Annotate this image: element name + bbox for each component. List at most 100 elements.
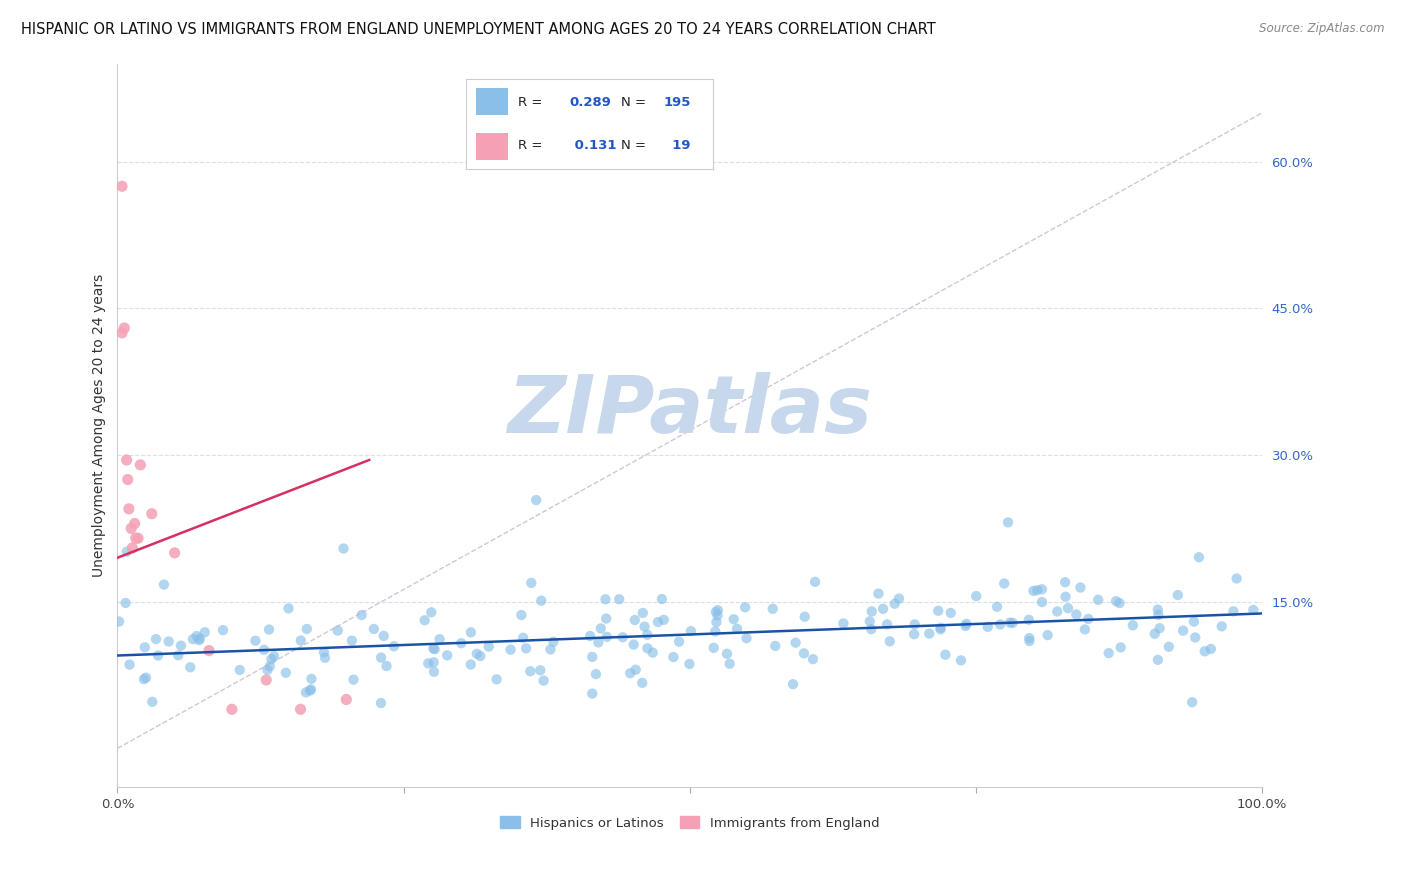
Point [422,641,444,656]
Point [181,632,204,646]
Point [1122,618,1144,632]
Point [641,646,664,660]
Point [619,666,641,681]
Point [423,665,446,679]
Point [589,622,612,636]
Point [512,631,534,645]
Point [662,650,685,665]
Point [515,641,537,656]
Point [114,596,136,610]
Point [679,624,702,639]
Point [1194,644,1216,658]
Point [1143,626,1166,640]
Point [596,630,619,644]
Point [718,657,741,671]
Point [533,673,555,688]
Point [145,632,167,646]
Point [141,695,163,709]
Point [1022,583,1045,598]
Point [631,676,654,690]
Point [1182,615,1205,629]
Point [485,673,508,687]
Point [734,600,756,615]
Point [1146,602,1168,616]
Point [111,179,134,194]
Point [631,606,654,620]
Point [277,601,299,615]
Point [723,612,745,626]
Point [290,702,312,716]
Point [420,605,443,619]
Point [904,617,927,632]
Point [1108,596,1130,610]
Point [1046,605,1069,619]
Point [1036,628,1059,642]
Point [1147,653,1170,667]
Point [782,677,804,691]
Point [1018,631,1040,645]
Point [229,663,252,677]
Point [124,516,146,531]
Point [706,608,728,623]
Point [1018,634,1040,648]
Point [257,623,280,637]
Point [860,604,883,618]
Point [335,692,357,706]
Point [529,663,551,677]
Point [108,615,131,629]
Point [413,613,436,627]
Point [716,647,738,661]
Point [1147,607,1170,622]
Point [163,546,186,560]
Point [1184,631,1206,645]
Point [141,507,163,521]
Text: HISPANIC OR LATINO VS IMMIGRANTS FROM ENGLAND UNEMPLOYMENT AMONG AGES 20 TO 24 Y: HISPANIC OR LATINO VS IMMIGRANTS FROM EN… [21,22,936,37]
Text: ZIPatlas: ZIPatlas [508,372,872,450]
Point [188,633,211,648]
Point [254,673,277,687]
Point [274,665,297,680]
Point [993,576,1015,591]
Point [295,685,318,699]
Point [146,648,169,663]
Point [929,621,952,635]
Point [470,648,492,663]
Point [955,616,977,631]
Point [1054,575,1077,590]
Point [668,634,690,648]
Point [125,531,148,545]
Point [883,597,905,611]
Point [134,640,156,655]
Point [312,645,335,659]
Point [1054,590,1077,604]
Point [955,619,977,633]
Point [579,629,602,643]
Point [111,326,134,340]
Point [706,615,728,629]
Point [1105,594,1128,608]
Point [170,639,193,653]
Point [763,639,786,653]
Point [934,648,956,662]
Point [370,650,392,665]
Point [460,657,482,672]
Point [340,633,363,648]
Point [112,321,135,335]
Point [332,541,354,556]
Point [588,635,610,649]
Point [793,609,815,624]
Point [704,605,727,619]
Point [1149,621,1171,635]
Point [499,642,522,657]
Point [918,626,941,640]
Point [295,622,318,636]
Point [965,589,987,603]
Point [212,623,235,637]
Point [581,687,603,701]
Point [1109,640,1132,655]
Point [595,592,617,607]
Point [1031,582,1053,597]
Point [704,624,727,639]
Point [256,663,278,677]
Point [876,617,898,632]
